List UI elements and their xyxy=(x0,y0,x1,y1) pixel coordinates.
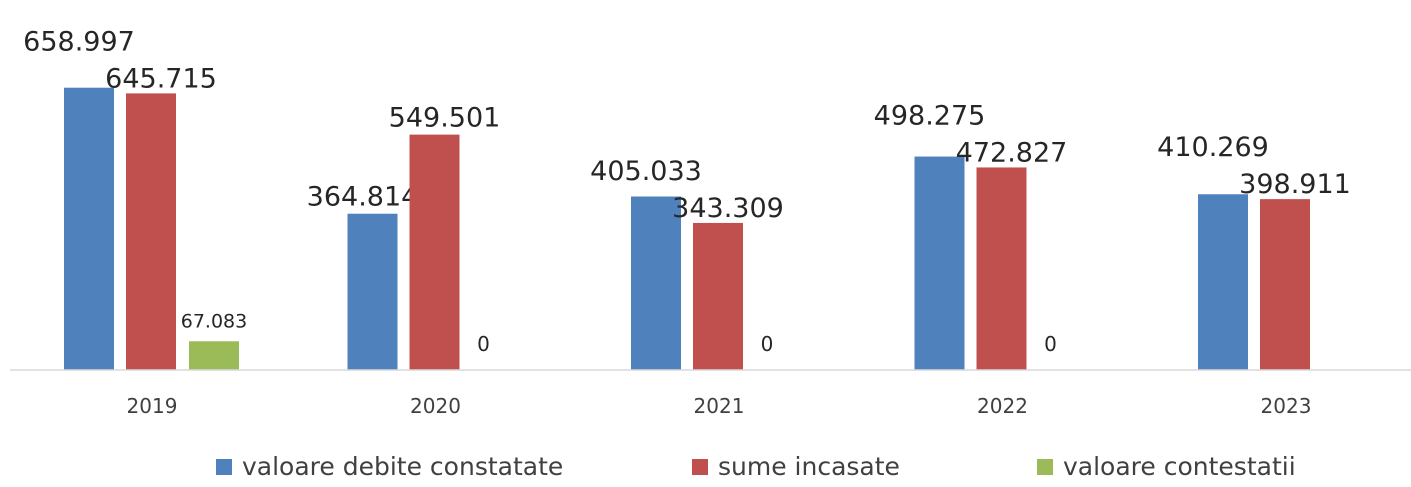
legend-item-debite: valoare debite constatate xyxy=(216,452,563,481)
data-label-incasate-2023: 398.911 xyxy=(1239,169,1351,200)
bar-incasate-2019 xyxy=(126,93,176,370)
data-label-contestatii-2022: 0 xyxy=(1044,332,1057,356)
legend: valoare debite constatate sume incasate … xyxy=(0,452,1411,482)
legend-item-contestatii: valoare contestatii xyxy=(1037,452,1296,481)
x-tick-label-2020: 2020 xyxy=(410,394,461,418)
x-tick-label-2023: 2023 xyxy=(1261,394,1312,418)
data-label-incasate-2021: 343.309 xyxy=(672,193,784,224)
bar-contestatii-2019 xyxy=(189,341,239,370)
legend-label-incasate: sume incasate xyxy=(718,452,900,481)
x-tick-label-2022: 2022 xyxy=(977,394,1028,418)
data-label-debite-2019: 658.997 xyxy=(23,26,135,57)
data-label-incasate-2022: 472.827 xyxy=(956,137,1068,168)
bar-debite-2019 xyxy=(64,87,114,370)
legend-swatch-incasate xyxy=(692,458,708,475)
bar-incasate-2023 xyxy=(1260,199,1310,370)
data-label-debite-2020: 364.814 xyxy=(307,182,419,213)
legend-label-contestatii: valoare contestatii xyxy=(1063,452,1296,481)
legend-swatch-contestatii xyxy=(1037,458,1053,475)
bar-debite-2020 xyxy=(347,213,398,370)
legend-item-incasate: sume incasate xyxy=(692,452,900,481)
data-label-debite-2022: 498.275 xyxy=(874,100,986,131)
data-label-debite-2021: 405.033 xyxy=(590,156,702,187)
bar-debite-2021 xyxy=(631,196,681,370)
bar-incasate-2020 xyxy=(409,134,460,370)
bar-debite-2023 xyxy=(1198,194,1248,370)
bar-incasate-2022 xyxy=(976,167,1027,370)
bar-debite-2022 xyxy=(914,156,965,370)
data-label-contestatii-2020: 0 xyxy=(477,332,490,356)
legend-label-debite: valoare debite constatate xyxy=(242,452,564,481)
data-label-incasate-2019: 645.715 xyxy=(105,63,217,94)
data-label-contestatii-2019: 67.083 xyxy=(181,310,247,332)
x-tick-label-2021: 2021 xyxy=(694,394,745,418)
legend-swatch-debite xyxy=(216,458,232,475)
data-label-debite-2023: 410.269 xyxy=(1157,132,1269,163)
data-label-contestatii-2021: 0 xyxy=(761,332,774,356)
x-tick-label-2019: 2019 xyxy=(127,394,178,418)
data-label-incasate-2020: 549.501 xyxy=(389,103,501,134)
bar-incasate-2021 xyxy=(693,222,743,370)
